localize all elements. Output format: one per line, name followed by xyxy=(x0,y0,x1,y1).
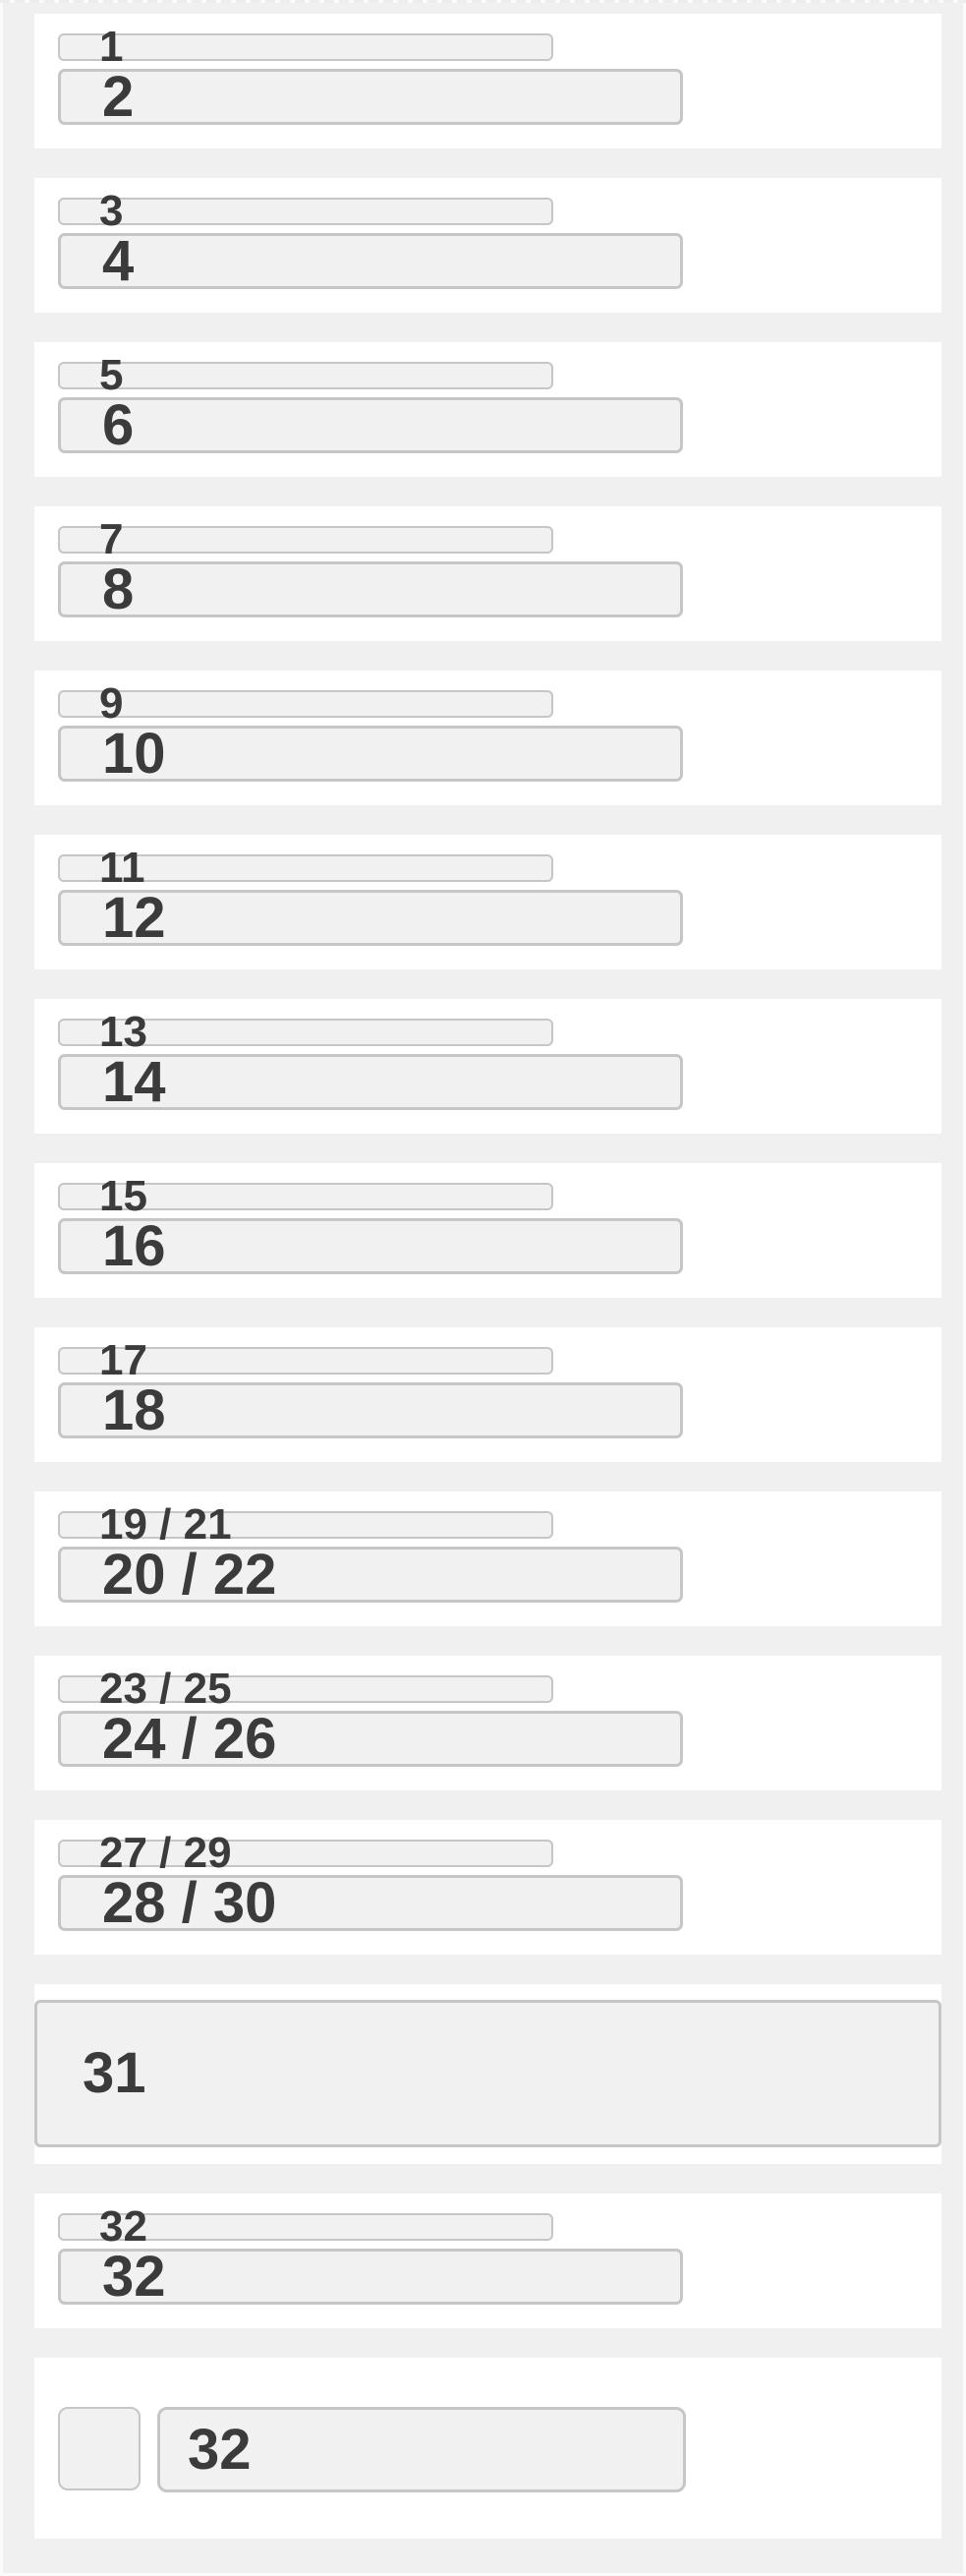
field-label-box[interactable]: 5 xyxy=(58,354,553,397)
field-label-text: 9 xyxy=(99,679,124,728)
field-value-box[interactable]: 14 xyxy=(58,1054,683,1111)
field-value-text: 4 xyxy=(102,229,135,293)
field-value-text: 24 / 26 xyxy=(102,1707,277,1771)
checkbox-box[interactable] xyxy=(58,2407,141,2490)
field-value-box[interactable]: 10 xyxy=(58,726,683,783)
field-label-box[interactable]: 7 xyxy=(58,518,553,561)
field-label-text: 19 / 21 xyxy=(99,1500,232,1549)
form-card-2: 3 4 xyxy=(34,178,941,313)
field-value-box[interactable]: 4 xyxy=(58,233,683,290)
field-label-text: 5 xyxy=(99,351,124,399)
field-label-box[interactable]: 9 xyxy=(58,682,553,726)
field-label-box[interactable]: 23 / 25 xyxy=(58,1668,553,1711)
form-card-9: 17 18 xyxy=(34,1327,941,1462)
field-label-text: 27 / 29 xyxy=(99,1829,232,1877)
field-label-box[interactable]: 3 xyxy=(58,190,553,233)
field-label-text: 17 xyxy=(99,1336,147,1384)
field-label-box[interactable]: 27 / 29 xyxy=(58,1832,553,1875)
field-value-text: 8 xyxy=(102,557,135,621)
field-label-text: 7 xyxy=(99,515,124,563)
form-card-3: 5 6 xyxy=(34,342,941,477)
form-card-7: 13 14 xyxy=(34,999,941,1134)
field-value-text: 31 xyxy=(83,2041,146,2105)
field-large-box[interactable]: 31 xyxy=(34,2000,941,2147)
form-card-11: 23 / 25 24 / 26 xyxy=(34,1656,941,1790)
form-card-10: 19 / 21 20 / 22 xyxy=(34,1492,941,1626)
form-card-13: 31 xyxy=(34,1984,941,2164)
field-value-box[interactable]: 20 / 22 xyxy=(58,1547,683,1604)
field-label-box[interactable]: 32 xyxy=(58,2205,553,2249)
field-value-box[interactable]: 6 xyxy=(58,397,683,454)
field-value-text: 18 xyxy=(102,1378,166,1442)
field-value-box[interactable]: 16 xyxy=(58,1218,683,1275)
field-value-text: 20 / 22 xyxy=(102,1543,277,1607)
field-value-box[interactable]: 18 xyxy=(58,1382,683,1439)
field-value-box[interactable]: 12 xyxy=(58,890,683,947)
field-label-box[interactable]: 17 xyxy=(58,1339,553,1382)
field-label-box[interactable]: 13 xyxy=(58,1011,553,1054)
field-value-text: 10 xyxy=(102,722,166,786)
field-value-text: 2 xyxy=(102,65,135,129)
form-card-14: 32 32 xyxy=(34,2194,941,2328)
field-label-text: 11 xyxy=(99,844,145,892)
field-value-text: 14 xyxy=(102,1050,166,1114)
form-card-5: 9 10 xyxy=(34,671,941,805)
checkbox-row: 32 xyxy=(58,2407,941,2492)
field-value-box[interactable]: 24 / 26 xyxy=(58,1711,683,1768)
field-value-box[interactable]: 32 xyxy=(58,2249,683,2306)
field-value-text: 28 / 30 xyxy=(102,1871,277,1935)
form-card-4: 7 8 xyxy=(34,506,941,641)
form-card-1: 1 2 xyxy=(34,14,941,148)
field-label-text: 32 xyxy=(99,2202,147,2251)
field-label-box[interactable]: 15 xyxy=(58,1175,553,1218)
field-value-box[interactable]: 28 / 30 xyxy=(58,1875,683,1932)
form-card-8: 15 16 xyxy=(34,1163,941,1298)
form-card-6: 11 12 xyxy=(34,835,941,969)
field-label-box[interactable]: 1 xyxy=(58,26,553,69)
field-value-box[interactable]: 8 xyxy=(58,561,683,618)
field-value-text: 16 xyxy=(102,1214,166,1278)
field-value-text: 12 xyxy=(102,886,166,950)
field-value-text: 32 xyxy=(188,2418,252,2482)
field-label-text: 13 xyxy=(99,1008,147,1056)
field-label-text: 23 / 25 xyxy=(99,1665,232,1713)
field-value-box[interactable]: 32 xyxy=(157,2407,686,2492)
form-card-12: 27 / 29 28 / 30 xyxy=(34,1820,941,1955)
field-label-text: 3 xyxy=(99,187,124,235)
field-value-box[interactable]: 2 xyxy=(58,69,683,126)
field-label-box[interactable]: 11 xyxy=(58,847,553,890)
field-value-text: 32 xyxy=(102,2245,166,2309)
field-value-text: 6 xyxy=(102,393,135,457)
form-card-15: 32 xyxy=(34,2358,941,2539)
field-label-box[interactable]: 19 / 21 xyxy=(58,1503,553,1547)
top-dashed-border xyxy=(0,0,966,3)
field-label-text: 15 xyxy=(99,1172,147,1220)
field-label-text: 1 xyxy=(99,23,124,71)
